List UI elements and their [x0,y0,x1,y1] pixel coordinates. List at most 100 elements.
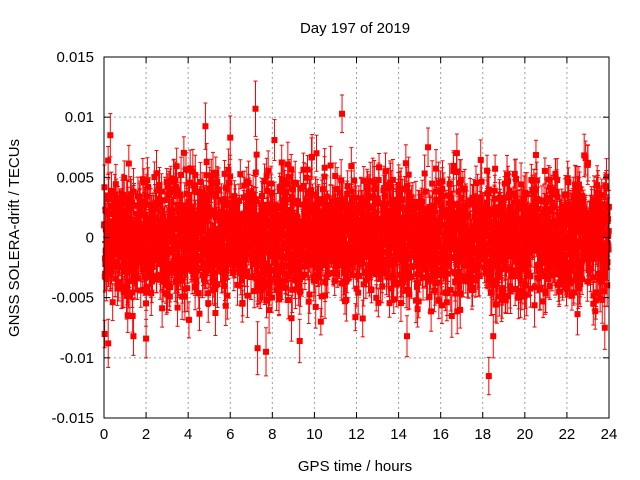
data-marker [183,259,190,266]
data-marker [268,189,275,196]
data-marker [121,241,128,248]
data-marker [109,299,116,306]
data-marker [177,272,184,279]
data-marker [188,203,195,210]
data-marker [149,263,156,270]
data-marker [253,198,260,205]
data-point [178,156,185,194]
data-marker [184,265,191,272]
data-marker [188,210,195,217]
data-layer [101,80,612,396]
data-marker [125,160,132,167]
data-marker [159,305,166,312]
data-marker [244,292,251,299]
data-marker [185,316,192,323]
data-marker [186,179,193,186]
data-marker [139,176,146,183]
data-marker [157,201,164,208]
data-marker [124,312,131,319]
data-marker [268,275,275,282]
data-point [253,138,260,171]
data-marker [123,227,130,234]
data-marker [123,195,130,202]
data-marker [121,221,128,228]
data-marker [126,293,133,300]
data-marker [103,275,110,282]
data-marker [142,264,149,271]
data-marker [224,292,231,299]
data-marker [171,269,178,276]
data-marker [166,213,173,220]
data-marker [174,304,181,311]
data-marker [121,174,128,181]
data-marker [142,243,149,250]
data-marker [167,284,174,291]
data-marker [164,251,171,258]
data-marker [122,212,129,219]
data-marker [164,290,171,297]
data-marker [195,290,202,297]
data-point [173,147,180,185]
data-marker [168,269,175,276]
data-marker [265,167,272,174]
data-marker [156,221,163,228]
data-marker [253,151,260,158]
data-marker [163,179,170,186]
data-point [109,283,116,321]
data-marker [161,197,168,204]
data-marker [202,123,209,130]
data-marker [160,252,167,259]
data-marker [169,188,176,195]
data-marker [160,216,167,223]
data-marker [179,277,186,284]
data-marker [134,218,141,225]
data-point [101,319,108,349]
data-marker [124,278,131,285]
data-marker [125,230,132,237]
data-marker [150,257,157,264]
data-marker [108,239,115,246]
data-marker [141,238,148,245]
data-marker [192,284,199,291]
data-marker [205,300,212,307]
data-marker [203,159,210,166]
data-marker [252,169,259,176]
data-marker [106,210,113,217]
data-marker [153,276,160,283]
data-marker [185,199,192,206]
data-marker [178,171,185,178]
data-marker [191,182,198,189]
data-point [105,145,112,176]
data-marker [182,166,189,173]
data-marker [189,168,196,175]
data-marker [124,205,131,212]
data-marker [135,259,142,266]
data-marker [190,264,197,271]
data-marker [121,261,128,268]
data-marker [148,290,155,297]
data-marker [180,149,187,156]
data-marker [215,186,222,193]
data-marker [165,260,172,267]
data-marker [181,202,188,209]
data-marker [173,190,180,197]
data-marker [120,288,127,295]
data-marker [172,223,179,230]
data-marker [173,264,180,271]
data-marker [116,247,123,254]
data-point [185,301,192,339]
data-marker [155,195,162,202]
data-marker [105,157,112,164]
data-marker [165,227,172,234]
data-marker [144,177,151,184]
data-point [244,273,251,318]
data-marker [162,281,169,288]
data-marker [128,195,135,202]
data-marker [114,285,121,292]
data-marker [239,300,246,307]
data-marker [128,258,135,265]
data-marker [227,173,234,180]
data-marker [164,239,171,246]
data-marker [177,192,184,199]
